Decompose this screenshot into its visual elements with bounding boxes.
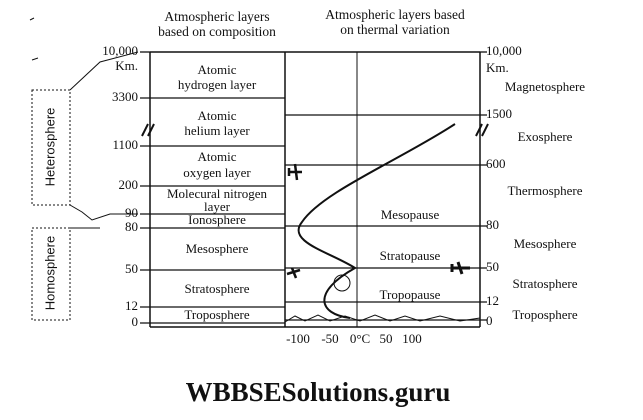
left-axis-label: 0: [132, 314, 139, 329]
homosphere-box: [31, 227, 71, 321]
composition-layer: Atomic: [198, 108, 237, 123]
jet-icon: [450, 261, 470, 275]
left-axis-label: 3300: [112, 89, 138, 104]
axis-breaks: [141, 123, 489, 137]
composition-layer: oxygen layer: [183, 165, 251, 180]
left-layer-lines: [140, 51, 285, 324]
left-axis-label: 80: [125, 219, 138, 234]
composition-layer: layer: [204, 199, 231, 214]
plane-icon: [286, 267, 301, 279]
composition-layer: Troposphere: [184, 307, 249, 322]
thermal-layer: Troposphere: [512, 307, 577, 322]
left-axis-label: 1100: [112, 137, 138, 152]
header: Atmospheric layers based: [325, 7, 465, 22]
left-axis-label: 12: [125, 298, 138, 313]
boundary-label: Tropopause: [380, 287, 441, 302]
heterosphere-box: [31, 89, 71, 206]
thermal-layer: Stratosphere: [513, 276, 578, 291]
balloon-icon: [333, 274, 351, 292]
composition-layer: Stratosphere: [185, 281, 250, 296]
header: based on composition: [158, 24, 276, 39]
right-axis-label: 10,000: [486, 43, 522, 58]
boundary-label: Stratopause: [380, 248, 441, 263]
thermal-layer: Thermosphere: [507, 183, 582, 198]
composition-layer: Atomic: [198, 149, 237, 164]
temperature-tick: -100: [286, 331, 310, 346]
side-label: Homosphere: [42, 236, 57, 310]
composition-layer: Ionosphere: [188, 212, 246, 227]
side-label: Heterosphere: [42, 108, 57, 187]
boundary-label: Mesopause: [381, 207, 440, 222]
marks: [29, 17, 39, 61]
plane-icon: [287, 163, 302, 181]
composition-layer: Atomic: [198, 62, 237, 77]
left-axis-label: 10,000: [102, 43, 138, 58]
right-axis-label: 1500: [486, 106, 512, 121]
ground: [284, 314, 481, 323]
right-axis-label: 80: [486, 217, 499, 232]
temperature-tick: 0°C: [350, 331, 370, 346]
right-axis-label: 12: [486, 293, 499, 308]
composition-layer: Mesosphere: [186, 241, 249, 256]
header: Atmospheric layers: [164, 9, 269, 24]
temperature-curve: [297, 123, 456, 319]
right-axis-label: 50: [486, 259, 499, 274]
temperature-tick: -50: [321, 331, 338, 346]
right-axis-label: 0: [486, 313, 493, 328]
header: on thermal variation: [340, 22, 450, 37]
footer: WBBSESolutions.guru: [186, 377, 451, 407]
left-axis-label: 50: [125, 261, 138, 276]
composition-layer: hydrogen layer: [178, 77, 257, 92]
side-connectors: [69, 51, 139, 229]
right-layer-lines: [285, 51, 487, 321]
thermal-layer: Exosphere: [518, 129, 573, 144]
left-axis-label: 90: [125, 205, 138, 220]
right-axis-label: 600: [486, 156, 506, 171]
temperature-tick: 50: [380, 331, 393, 346]
composition-layer: helium layer: [184, 123, 250, 138]
composition-layer: Molecural nitrogen: [167, 186, 267, 201]
left-axis-label: 200: [119, 177, 139, 192]
thermal-layer: Magnetosphere: [505, 79, 585, 94]
left-axis-label: Km.: [115, 58, 138, 73]
thermal-layer: Mesosphere: [514, 236, 577, 251]
right-axis-label: Km.: [486, 60, 509, 75]
temperature-tick: 100: [402, 331, 422, 346]
